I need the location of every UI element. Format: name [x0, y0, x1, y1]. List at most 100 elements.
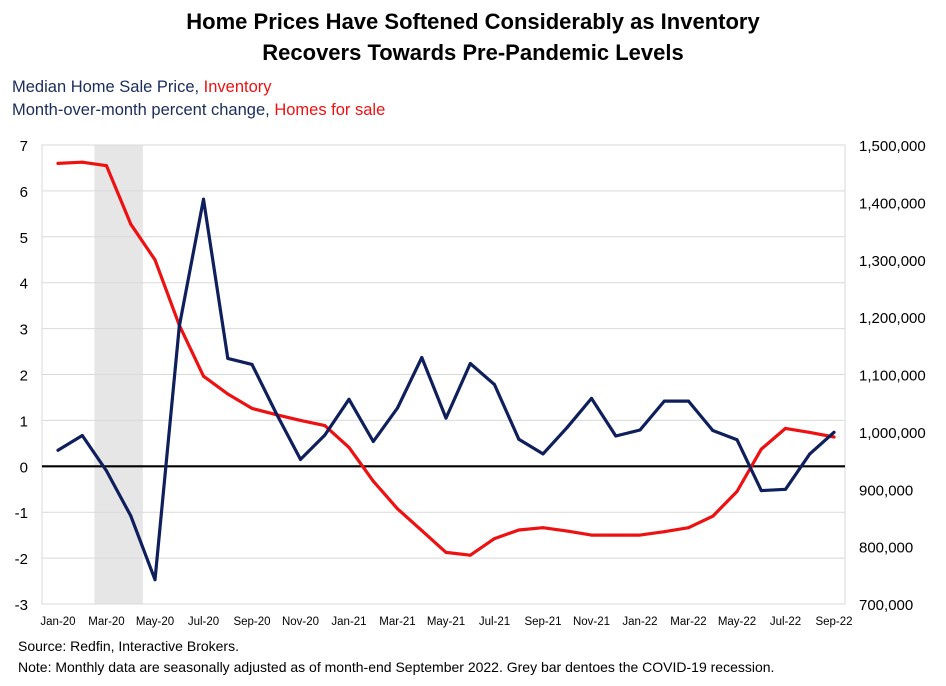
median-home-sale-price-point [565, 425, 569, 429]
median-home-sale-price-point [468, 361, 472, 365]
right-tick-label: 1,400,000 [859, 195, 926, 212]
median-home-sale-price-point [153, 578, 157, 582]
inventory-point [541, 526, 545, 530]
inventory-point [493, 537, 496, 541]
gridlines [42, 144, 845, 605]
median-home-sale-price-point [638, 428, 642, 432]
x-tick-label: Nov-20 [282, 616, 319, 628]
median-home-sale-price-point [687, 399, 690, 403]
median-home-sale-price-point [784, 487, 787, 491]
median-home-sale-price-point [590, 396, 593, 400]
legend-inventory-label: Inventory [203, 78, 272, 96]
median-home-sale-price-point [105, 469, 108, 473]
inventory-point [784, 426, 787, 430]
inventory-point [129, 222, 133, 226]
x-tick-label: May-20 [136, 616, 174, 628]
inventory-point [590, 533, 593, 537]
series-lines [56, 160, 836, 582]
inventory-point [420, 529, 424, 533]
right-tick-label: 1,100,000 [859, 368, 926, 385]
median-home-sale-price-point [371, 440, 375, 444]
inventory-point [638, 533, 642, 537]
median-home-sale-price-point [129, 514, 133, 518]
x-tick-label: Mar-20 [88, 616, 124, 628]
x-tick-label: Jul-22 [770, 616, 801, 628]
right-tick-label: 1,200,000 [859, 310, 926, 327]
inventory-point [444, 550, 448, 554]
inventory-point [371, 479, 375, 483]
median-home-sale-price-point [420, 356, 424, 360]
inventory-point [250, 406, 254, 410]
inventory-point [468, 553, 472, 557]
legend-series: Median Home Sale Price, Inventory [12, 77, 272, 98]
inventory-point [808, 430, 812, 434]
inventory-point [711, 514, 715, 518]
x-tick-label: Jan-20 [40, 616, 75, 628]
left-tick-label: -2 [15, 551, 28, 568]
x-tick-label: May-21 [427, 616, 465, 628]
median-home-sale-price-point [323, 433, 327, 437]
median-home-sale-price-point [226, 356, 230, 360]
legend-price-label: Median Home Sale Price [12, 78, 195, 96]
median-home-sale-price-point [541, 452, 545, 456]
median-home-sale-price-point [614, 434, 618, 438]
inventory-point [735, 490, 739, 494]
median-home-sale-price-point [250, 362, 254, 366]
median-home-sale-price-point [711, 428, 715, 432]
median-home-sale-price-line [56, 197, 836, 582]
median-home-sale-price-point [177, 324, 181, 328]
left-tick-label: -1 [15, 505, 28, 522]
right-tick-label: 900,000 [859, 482, 913, 499]
right-tick-label: 1,500,000 [859, 138, 926, 155]
inventory-point [662, 530, 666, 534]
x-tick-label: May-22 [718, 616, 756, 628]
left-tick-label: 3 [20, 322, 28, 339]
inventory-point [614, 533, 618, 537]
x-tick-label: Jan-21 [331, 616, 366, 628]
median-home-sale-price-point [759, 489, 763, 493]
x-tick-label: Nov-21 [573, 616, 610, 628]
title-line-1: Home Prices Have Softened Considerably a… [186, 9, 760, 34]
inventory-point [347, 445, 351, 449]
x-tick-label: Jan-22 [622, 616, 657, 628]
legend-right-unit: Homes for sale [274, 101, 386, 119]
median-home-sale-price-point [808, 452, 812, 456]
x-tick-label: Jul-20 [188, 616, 219, 628]
x-tick-label: Mar-22 [670, 616, 706, 628]
left-tick-label: 6 [20, 184, 28, 201]
inventory-point [396, 507, 399, 511]
inventory-point [323, 424, 327, 428]
chart-title: Home Prices Have Softened Considerably a… [0, 6, 946, 68]
inventory-point [565, 529, 569, 533]
right-tick-label: 800,000 [859, 540, 913, 557]
right-tick-label: 1,000,000 [859, 425, 926, 442]
median-home-sale-price-point [299, 457, 302, 461]
legend-separator-2: , [265, 101, 275, 119]
inventory-point [202, 374, 205, 378]
x-tick-label: Sep-22 [815, 616, 852, 628]
inventory-point [687, 526, 690, 530]
median-home-sale-price-point [80, 434, 84, 438]
median-home-sale-price-point [444, 416, 448, 420]
x-axis-ticks: Jan-20 Mar-20 May-20 Jul-20 Sep-20 Nov-20 Jan-… [40, 616, 852, 628]
left-tick-label: -3 [15, 597, 28, 614]
median-home-sale-price-point [493, 383, 496, 387]
right-tick-label: 1,300,000 [859, 253, 926, 270]
median-home-sale-price-point [396, 406, 399, 410]
left-tick-label: 7 [20, 138, 28, 155]
left-axis-ticks: -3 -2 -1 0 1 2 3 4 5 6 7 [15, 138, 28, 614]
median-home-sale-price-point [832, 430, 836, 434]
median-home-sale-price-point [347, 397, 351, 401]
inventory-point [299, 418, 302, 422]
left-tick-label: 1 [20, 413, 28, 430]
inventory-point [832, 435, 836, 439]
left-tick-label: 5 [20, 230, 28, 247]
inventory-point [759, 447, 763, 451]
legend-left-unit: Month-over-month percent change [12, 101, 266, 119]
legend-separator-1: , [194, 78, 204, 96]
left-tick-label: 4 [20, 276, 28, 293]
x-tick-label: Mar-21 [379, 616, 415, 628]
median-home-sale-price-point [517, 437, 521, 441]
inventory-line [56, 160, 836, 557]
